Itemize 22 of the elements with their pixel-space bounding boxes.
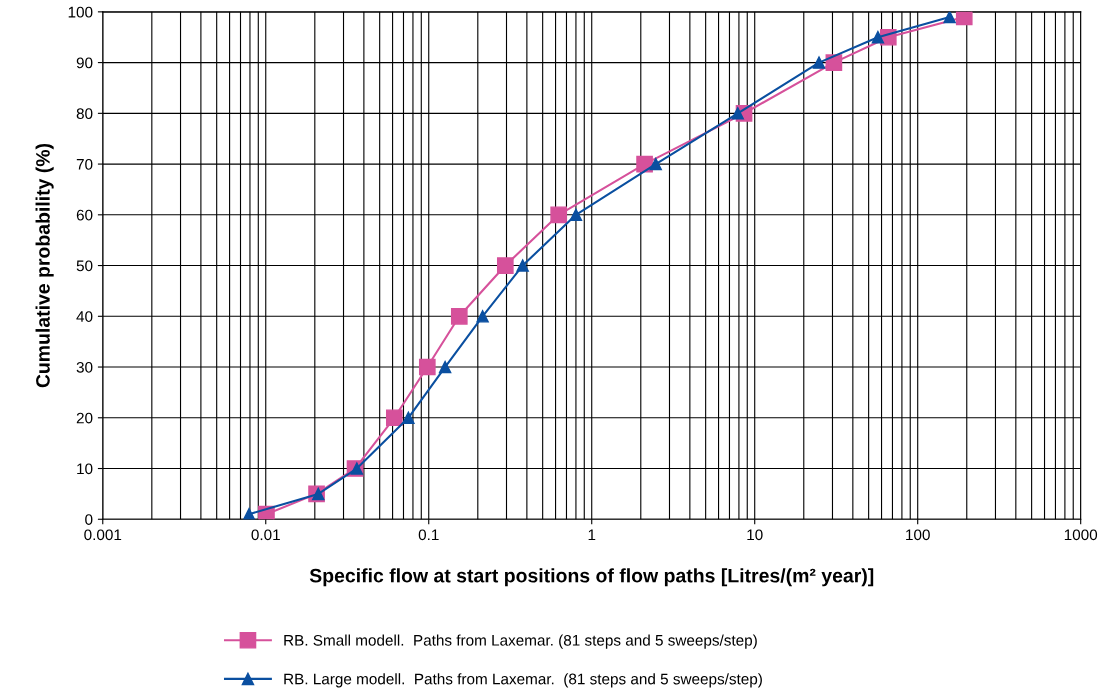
- legend-label: RB. Small modell. Paths from Laxemar. (81 steps and 5 sweeps/step): [284, 634, 757, 649]
- y-tick-label: 0: [85, 514, 93, 525]
- legend-label: RB. Large modell. Paths from Laxemar. (81 steps and 5 sweeps/step): [284, 673, 762, 688]
- x-tick-label: 10: [747, 529, 763, 541]
- x-tick-label: 0.001: [84, 529, 122, 541]
- y-tick-label: 70: [76, 158, 93, 170]
- y-axis-title: Cumulative probability (%): [35, 143, 54, 388]
- x-tick-label: 0.01: [251, 529, 280, 541]
- y-tick-label: 10: [77, 463, 93, 475]
- x-tick-label: 0.1: [418, 529, 439, 541]
- x-tick-label: 1: [588, 529, 596, 541]
- y-tick-label: 50: [76, 260, 93, 272]
- x-axis-title: Specific flow at start positions of flow paths [Litres/(m² year)]: [309, 568, 874, 587]
- y-tick-label: 20: [76, 412, 93, 424]
- y-tick-label: 40: [76, 311, 93, 322]
- y-tick-label: 60: [76, 209, 93, 221]
- x-tick-label: 1000: [1064, 529, 1098, 541]
- y-tick-label: 100: [68, 6, 93, 18]
- y-tick-label: 90: [76, 57, 93, 69]
- y-tick-label: 80: [76, 108, 93, 120]
- y-tick-label: 30: [76, 361, 93, 373]
- x-tick-label: 100: [906, 529, 930, 541]
